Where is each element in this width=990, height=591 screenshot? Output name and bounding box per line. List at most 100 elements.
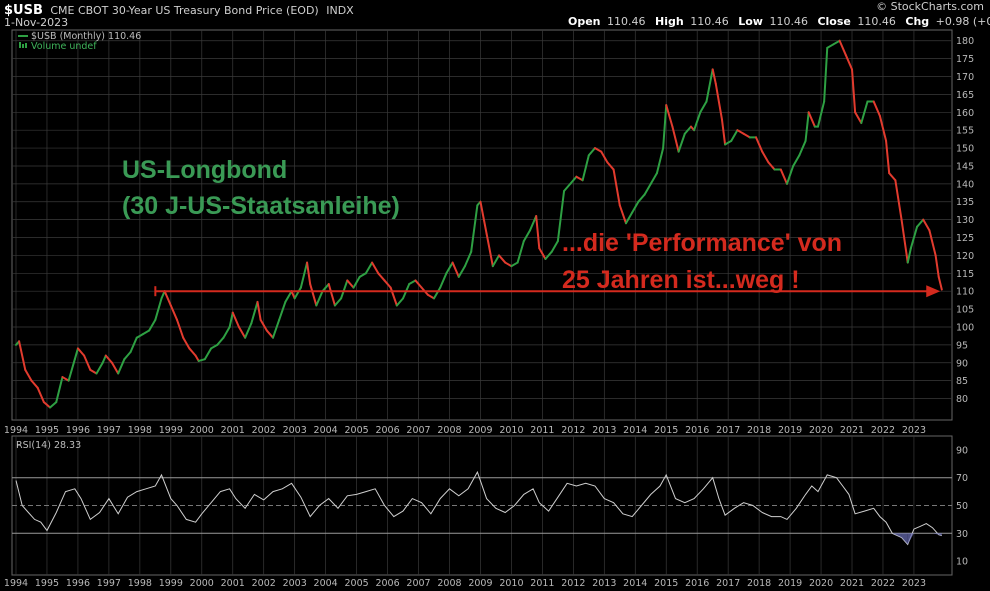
price-segment [182, 336, 191, 350]
close-value: 110.46 [857, 15, 896, 28]
price-segment [445, 261, 454, 275]
price-segment [364, 261, 374, 275]
price-segment [705, 68, 714, 103]
rsi-x-tick-label: 2005 [345, 578, 369, 589]
price-segment [141, 329, 151, 336]
price-segment [807, 111, 816, 128]
rsi-x-tick-label: 2018 [747, 578, 771, 589]
price-segment [649, 172, 658, 185]
price-x-tick-label: 2016 [685, 425, 709, 436]
price-segment [55, 376, 64, 404]
price-y-tick-label: 120 [956, 251, 974, 262]
annotation-title-line1: US-Longbond [122, 156, 287, 184]
rsi-line [15, 470, 942, 546]
price-segment [575, 175, 584, 182]
price-segment [922, 218, 931, 232]
price-segment [569, 175, 578, 185]
price-segment [699, 100, 708, 114]
price-segment [73, 347, 79, 361]
price-segment [30, 379, 39, 389]
price-segment [556, 190, 566, 243]
price-y-tick-label: 145 [956, 161, 974, 172]
rsi-x-tick-label: 2019 [778, 578, 802, 589]
price-x-tick-label: 2017 [716, 425, 740, 436]
price-segment [228, 311, 234, 328]
price-segment [271, 318, 281, 339]
arrow-head [926, 285, 941, 298]
price-segment [24, 368, 33, 382]
price-segment [222, 325, 231, 339]
price-y-tick-label: 165 [956, 90, 974, 101]
price-segment [665, 104, 674, 128]
price-y-tick-label: 140 [956, 179, 974, 190]
price-segment [256, 300, 262, 321]
symbol: $USB [4, 3, 43, 18]
watermark: © StockCharts.com [876, 0, 984, 13]
price-segment [844, 54, 854, 71]
rsi-y-tick-label: 90 [956, 445, 968, 456]
price-segment [498, 254, 507, 264]
price-segment [197, 358, 206, 362]
rsi-oversold-fill [932, 533, 939, 535]
price-legend-label: $USB (Monthly) 110.46 [31, 31, 141, 42]
price-x-tick-label: 2019 [778, 425, 802, 436]
price-segment [894, 179, 903, 221]
price-segment [89, 368, 98, 375]
price-x-tick-label: 1996 [66, 425, 90, 436]
price-x-tick-label: 2008 [437, 425, 461, 436]
rsi-oversold-fill [938, 533, 942, 536]
price-segment [878, 114, 888, 142]
price-segment [259, 318, 268, 332]
open-value: 110.46 [607, 15, 646, 28]
rsi-oversold-fill [907, 533, 914, 545]
price-x-tick-label: 2009 [468, 425, 492, 436]
price-segment [671, 125, 680, 153]
price-segment [860, 100, 869, 125]
rsi-x-tick-label: 2020 [809, 578, 833, 589]
price-segment [832, 39, 841, 46]
price-segment [730, 129, 739, 142]
price-x-tick-label: 2012 [561, 425, 585, 436]
price-segment [563, 182, 572, 193]
rsi-x-tick-label: 2016 [685, 578, 709, 589]
price-segment [426, 293, 436, 300]
price-segment [522, 229, 531, 243]
rsi-x-tick-label: 2000 [190, 578, 214, 589]
price-y-tick-label: 180 [956, 36, 974, 47]
price-segment [371, 261, 380, 275]
price-segment [491, 254, 501, 268]
rsi-y-tick-label: 70 [956, 473, 968, 484]
price-segment [909, 225, 919, 250]
price-segment [340, 279, 349, 300]
price-segment [535, 215, 541, 250]
price-x-tick-label: 2002 [252, 425, 276, 436]
price-legend: $USB (Monthly) 110.46 Volume undef [18, 31, 141, 52]
price-segment [293, 286, 302, 300]
price-segment [265, 329, 274, 339]
price-segment [720, 118, 727, 146]
price-segment [135, 333, 144, 339]
price-segment [333, 297, 343, 307]
high-value: 110.46 [690, 15, 729, 28]
volume-legend-label: Volume undef [31, 41, 97, 52]
rsi-x-tick-label: 2011 [530, 578, 554, 589]
price-segment [662, 104, 668, 150]
price-segment [826, 43, 835, 49]
rsi-x-tick-label: 1999 [159, 578, 183, 589]
price-segment [148, 318, 157, 332]
price-segment [485, 232, 494, 268]
rsi-x-tick-label: 1997 [97, 578, 121, 589]
price-segment [36, 386, 45, 404]
annotation-note-line2: 25 Jahren ist...weg ! [562, 266, 800, 294]
rsi-x-tick-label: 2021 [840, 578, 864, 589]
price-segment [742, 132, 751, 139]
price-y-tick-label: 170 [956, 72, 974, 83]
price-segment [101, 354, 107, 364]
price-segment [203, 347, 213, 361]
price-segment [383, 279, 392, 289]
price-segment [900, 218, 909, 264]
rsi-oversold-fill [901, 533, 908, 545]
price-segment [612, 168, 621, 207]
price-segment [110, 361, 120, 375]
rsi-x-tick-label: 2023 [902, 578, 926, 589]
